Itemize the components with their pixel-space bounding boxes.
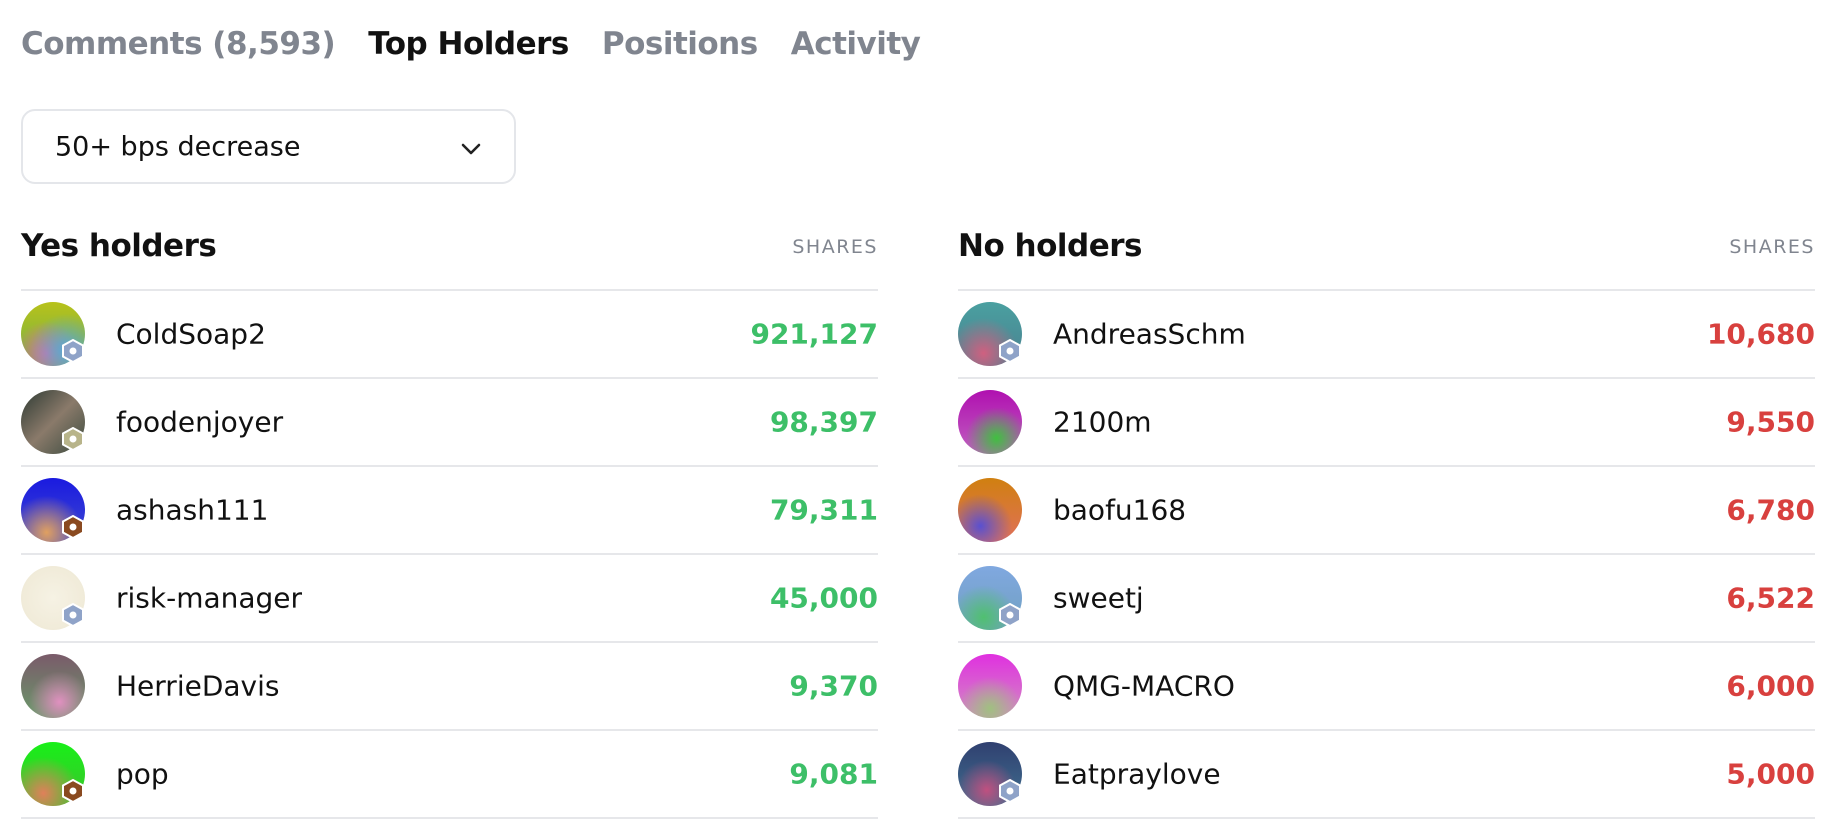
column-title: No holders <box>958 228 1142 264</box>
column-header: No holders SHARES <box>958 222 1815 291</box>
badge <box>998 602 1022 628</box>
tab[interactable]: Activity <box>790 26 921 62</box>
holder-name: HerrieDavis <box>116 669 280 703</box>
shares-header: SHARES <box>1729 236 1815 258</box>
holder-name: baofu168 <box>1053 493 1187 527</box>
holder-name: risk-manager <box>116 581 303 615</box>
shares-value: 79,311 <box>769 493 878 527</box>
holder-row[interactable]: sweetj 6,522 <box>958 555 1815 643</box>
holder-name: AndreasSchm <box>1053 317 1246 351</box>
holder-row[interactable]: pop 9,081 <box>21 731 878 819</box>
holder-name: ashash111 <box>116 493 269 527</box>
tab[interactable]: Top Holders <box>368 26 569 62</box>
badge <box>998 338 1022 364</box>
shares-value: 45,000 <box>769 581 878 615</box>
badge <box>998 778 1022 804</box>
holder-name: foodenjoyer <box>116 405 284 439</box>
shares-value: 10,680 <box>1706 317 1815 351</box>
shares-value: 98,397 <box>769 405 878 439</box>
shares-value: 9,550 <box>1726 405 1815 439</box>
column-header: Yes holders SHARES <box>21 222 878 291</box>
tab[interactable]: Comments (8,593) <box>21 26 336 62</box>
holder-name: Eatpraylove <box>1053 757 1221 791</box>
tab-bar: Comments (8,593) Top Holders Positions Acti… <box>21 26 921 62</box>
shares-value: 6,780 <box>1726 493 1815 527</box>
holder-row[interactable]: AndreasSchm 10,680 <box>958 291 1815 379</box>
holder-name: QMG-MACRO <box>1053 669 1235 703</box>
shares-value: 5,000 <box>1726 757 1815 791</box>
dropdown-label: 50+ bps decrease <box>55 131 301 162</box>
column-title: Yes holders <box>21 228 217 264</box>
holder-name: ColdSoap2 <box>116 317 266 351</box>
badge <box>61 514 85 540</box>
badge <box>61 778 85 804</box>
holder-name: 2100m <box>1053 405 1152 439</box>
holder-name: pop <box>116 757 169 791</box>
shares-value: 6,522 <box>1726 581 1815 615</box>
holder-row[interactable]: ashash111 79,311 <box>21 467 878 555</box>
holder-row[interactable]: risk-manager 45,000 <box>21 555 878 643</box>
avatar <box>958 654 1022 718</box>
holder-column: No holders SHARES AndreasSchm 10,680 2100m 9,… <box>958 222 1815 819</box>
avatar <box>958 390 1022 454</box>
holder-row[interactable]: baofu168 6,780 <box>958 467 1815 555</box>
shares-value: 921,127 <box>750 317 878 351</box>
badge <box>61 602 85 628</box>
holder-name: sweetj <box>1053 581 1144 615</box>
tab[interactable]: Positions <box>601 26 758 62</box>
avatar <box>958 478 1022 542</box>
holder-row[interactable]: foodenjoyer 98,397 <box>21 379 878 467</box>
holder-row[interactable]: HerrieDavis 9,370 <box>21 643 878 731</box>
badge <box>61 426 85 452</box>
holder-row[interactable]: Eatpraylove 5,000 <box>958 731 1815 819</box>
chevron-icon <box>461 143 481 155</box>
shares-value: 9,370 <box>789 669 878 703</box>
holder-row[interactable]: QMG-MACRO 6,000 <box>958 643 1815 731</box>
holder-column: Yes holders SHARES ColdSoap2 921,127 foodenj… <box>21 222 878 819</box>
holder-row[interactable]: 2100m 9,550 <box>958 379 1815 467</box>
shares-header: SHARES <box>792 236 878 258</box>
badge <box>61 338 85 364</box>
shares-value: 9,081 <box>789 757 878 791</box>
shares-value: 6,000 <box>1726 669 1815 703</box>
outcome-dropdown[interactable]: 50+ bps decrease <box>21 109 516 184</box>
holder-row[interactable]: ColdSoap2 921,127 <box>21 291 878 379</box>
avatar <box>21 654 85 718</box>
